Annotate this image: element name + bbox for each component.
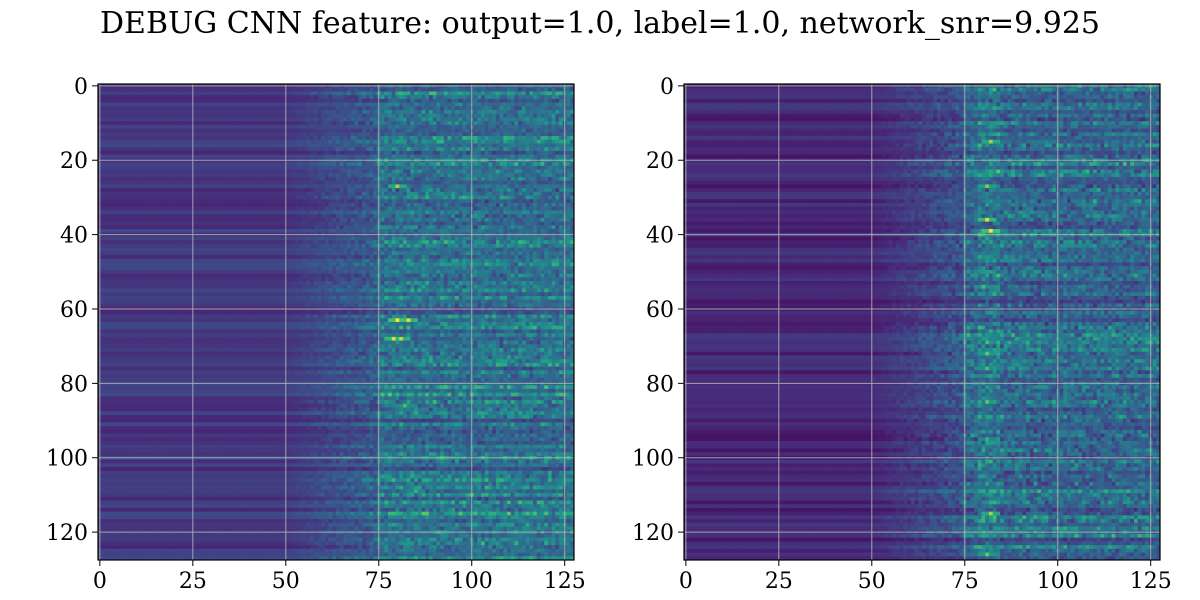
- x-tick-label: 125: [544, 569, 586, 594]
- y-tick-label: 0: [660, 75, 674, 100]
- y-tick-label: 60: [60, 298, 88, 323]
- y-tick-label: 80: [646, 372, 674, 397]
- x-tick-label: 100: [451, 569, 493, 594]
- heatmap-cells: [98, 84, 574, 560]
- heatmap-panel-1: 0 25 50 75 100 125 0 20 40 60 80 100 120: [46, 75, 586, 594]
- y-tick-label: 20: [646, 149, 674, 174]
- heatmap-panel-2: 0 25 50 75 100 125 0 20 40 60 80 100 120: [632, 75, 1172, 594]
- y-tick-label: 60: [646, 298, 674, 323]
- heatmap-cells: [684, 84, 1160, 560]
- y-tick-label: 100: [46, 447, 88, 472]
- y-tick-label: 40: [60, 224, 88, 249]
- y-tick-label: 20: [60, 149, 88, 174]
- x-tick-label: 25: [179, 569, 207, 594]
- x-tick-label: 75: [951, 569, 979, 594]
- x-tick-label: 0: [93, 569, 107, 594]
- x-tick-label: 125: [1130, 569, 1172, 594]
- x-tick-label: 0: [679, 569, 693, 594]
- y-tick-label: 120: [46, 521, 88, 546]
- x-tick-label: 50: [272, 569, 300, 594]
- x-tick-label: 75: [365, 569, 393, 594]
- y-tick-label: 120: [632, 521, 674, 546]
- x-tick-label: 100: [1037, 569, 1079, 594]
- y-tick-label: 80: [60, 372, 88, 397]
- y-tick-label: 100: [632, 447, 674, 472]
- y-tick-label: 0: [74, 75, 88, 100]
- y-tick-label: 40: [646, 224, 674, 249]
- x-tick-label: 50: [858, 569, 886, 594]
- x-tick-label: 25: [765, 569, 793, 594]
